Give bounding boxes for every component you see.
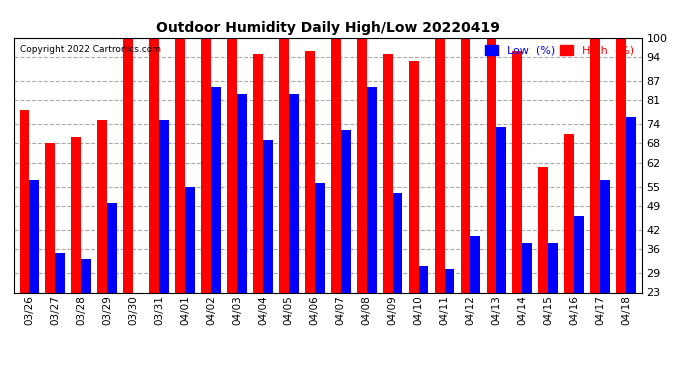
Bar [55,253,65,292]
Bar [496,127,506,292]
Bar [124,38,133,292]
Bar [513,51,522,292]
Bar [486,38,496,292]
Bar [81,260,91,292]
Bar [574,216,584,292]
Bar [107,203,117,292]
Bar [30,180,39,292]
Bar [522,243,532,292]
Bar [185,186,195,292]
Bar [19,110,30,292]
Bar [149,38,159,292]
Bar [408,61,419,292]
Bar [46,144,55,292]
Bar [626,117,636,292]
Legend: Low  (%), High  (%): Low (%), High (%) [482,43,636,58]
Bar [331,38,341,292]
Bar [71,137,81,292]
Bar [419,266,428,292]
Bar [237,94,247,292]
Bar [315,183,324,292]
Bar [159,120,169,292]
Bar [201,38,211,292]
Title: Outdoor Humidity Daily High/Low 20220419: Outdoor Humidity Daily High/Low 20220419 [156,21,500,35]
Bar [366,87,377,292]
Bar [591,38,600,292]
Bar [538,166,549,292]
Bar [600,180,610,292]
Bar [549,243,558,292]
Bar [97,120,107,292]
Text: Copyright 2022 Cartronics.com: Copyright 2022 Cartronics.com [20,45,161,54]
Bar [461,38,471,292]
Bar [383,54,393,292]
Bar [341,130,351,292]
Bar [471,236,480,292]
Bar [616,38,626,292]
Bar [357,38,366,292]
Bar [253,54,263,292]
Bar [175,38,185,292]
Bar [289,94,299,292]
Bar [211,87,221,292]
Bar [263,140,273,292]
Bar [564,134,574,292]
Bar [444,269,455,292]
Bar [279,38,289,292]
Bar [227,38,237,292]
Bar [305,51,315,292]
Bar [435,38,444,292]
Bar [393,193,402,292]
